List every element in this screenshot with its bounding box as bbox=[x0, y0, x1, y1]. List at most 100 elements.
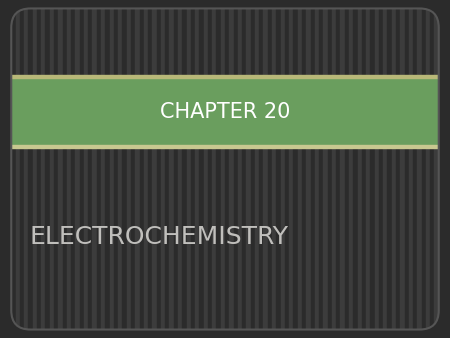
Bar bbox=[15, 8, 20, 330]
Bar bbox=[76, 8, 80, 330]
Bar bbox=[310, 8, 315, 330]
Bar bbox=[409, 8, 413, 330]
Bar bbox=[63, 8, 67, 330]
Bar bbox=[114, 8, 118, 330]
Bar bbox=[345, 8, 349, 330]
Bar bbox=[319, 8, 323, 330]
Bar bbox=[110, 8, 114, 330]
Bar bbox=[80, 8, 84, 330]
Bar bbox=[84, 8, 88, 330]
Bar bbox=[178, 8, 182, 330]
Bar bbox=[216, 8, 221, 330]
Bar bbox=[353, 8, 357, 330]
Bar bbox=[336, 8, 341, 330]
Bar bbox=[413, 8, 418, 330]
Bar bbox=[332, 8, 336, 330]
Bar bbox=[127, 8, 131, 330]
Bar bbox=[11, 75, 439, 78]
Bar bbox=[221, 8, 225, 330]
Bar bbox=[37, 8, 41, 330]
Bar bbox=[212, 8, 216, 330]
Bar bbox=[272, 8, 276, 330]
Bar bbox=[341, 8, 345, 330]
Bar bbox=[140, 8, 144, 330]
Bar bbox=[118, 8, 122, 330]
Bar bbox=[251, 8, 255, 330]
Bar bbox=[122, 8, 127, 330]
Bar bbox=[418, 8, 422, 330]
Bar bbox=[67, 8, 71, 330]
Bar bbox=[426, 8, 430, 330]
Bar bbox=[88, 8, 93, 330]
Bar bbox=[11, 78, 439, 145]
Bar bbox=[370, 8, 374, 330]
Bar bbox=[152, 8, 157, 330]
Bar bbox=[247, 8, 251, 330]
Bar bbox=[187, 8, 191, 330]
Bar bbox=[302, 8, 306, 330]
Bar bbox=[230, 8, 234, 330]
Bar bbox=[131, 8, 135, 330]
Bar bbox=[195, 8, 199, 330]
Bar bbox=[238, 8, 242, 330]
Text: CHAPTER 20: CHAPTER 20 bbox=[160, 101, 290, 121]
Bar bbox=[298, 8, 302, 330]
Bar bbox=[199, 8, 204, 330]
Bar bbox=[225, 8, 230, 330]
Bar bbox=[366, 8, 370, 330]
Bar bbox=[58, 8, 63, 330]
Bar bbox=[396, 8, 400, 330]
Bar bbox=[289, 8, 293, 330]
Bar bbox=[28, 8, 32, 330]
Bar bbox=[264, 8, 268, 330]
Bar bbox=[93, 8, 97, 330]
Bar bbox=[191, 8, 195, 330]
Bar bbox=[422, 8, 426, 330]
Bar bbox=[379, 8, 383, 330]
Bar bbox=[174, 8, 178, 330]
Bar bbox=[169, 8, 174, 330]
Bar bbox=[285, 8, 289, 330]
Bar bbox=[105, 8, 110, 330]
Bar bbox=[268, 8, 272, 330]
Bar bbox=[135, 8, 140, 330]
Bar bbox=[435, 8, 439, 330]
Bar bbox=[255, 8, 259, 330]
Bar bbox=[45, 8, 50, 330]
Bar bbox=[204, 8, 208, 330]
Bar bbox=[362, 8, 366, 330]
Bar bbox=[276, 8, 281, 330]
Bar bbox=[20, 8, 24, 330]
Bar bbox=[405, 8, 409, 330]
Bar bbox=[281, 8, 285, 330]
Bar bbox=[50, 8, 54, 330]
Bar bbox=[383, 8, 387, 330]
Bar bbox=[324, 8, 328, 330]
Bar bbox=[182, 8, 187, 330]
Bar bbox=[148, 8, 152, 330]
FancyBboxPatch shape bbox=[11, 8, 439, 330]
Bar bbox=[97, 8, 101, 330]
Bar bbox=[328, 8, 332, 330]
Bar bbox=[259, 8, 264, 330]
Bar bbox=[242, 8, 247, 330]
Bar bbox=[400, 8, 405, 330]
Bar bbox=[71, 8, 76, 330]
Bar bbox=[161, 8, 165, 330]
Bar bbox=[144, 8, 148, 330]
Bar bbox=[101, 8, 105, 330]
Bar bbox=[430, 8, 435, 330]
Bar bbox=[32, 8, 37, 330]
Bar bbox=[24, 8, 28, 330]
Bar bbox=[375, 8, 379, 330]
Bar bbox=[54, 8, 58, 330]
Bar bbox=[11, 8, 15, 330]
Bar bbox=[165, 8, 169, 330]
Bar bbox=[41, 8, 45, 330]
Bar bbox=[234, 8, 238, 330]
Bar bbox=[306, 8, 310, 330]
Bar bbox=[11, 145, 439, 148]
Bar bbox=[315, 8, 319, 330]
Bar bbox=[208, 8, 212, 330]
Text: ELECTROCHEMISTRY: ELECTROCHEMISTRY bbox=[29, 225, 288, 249]
